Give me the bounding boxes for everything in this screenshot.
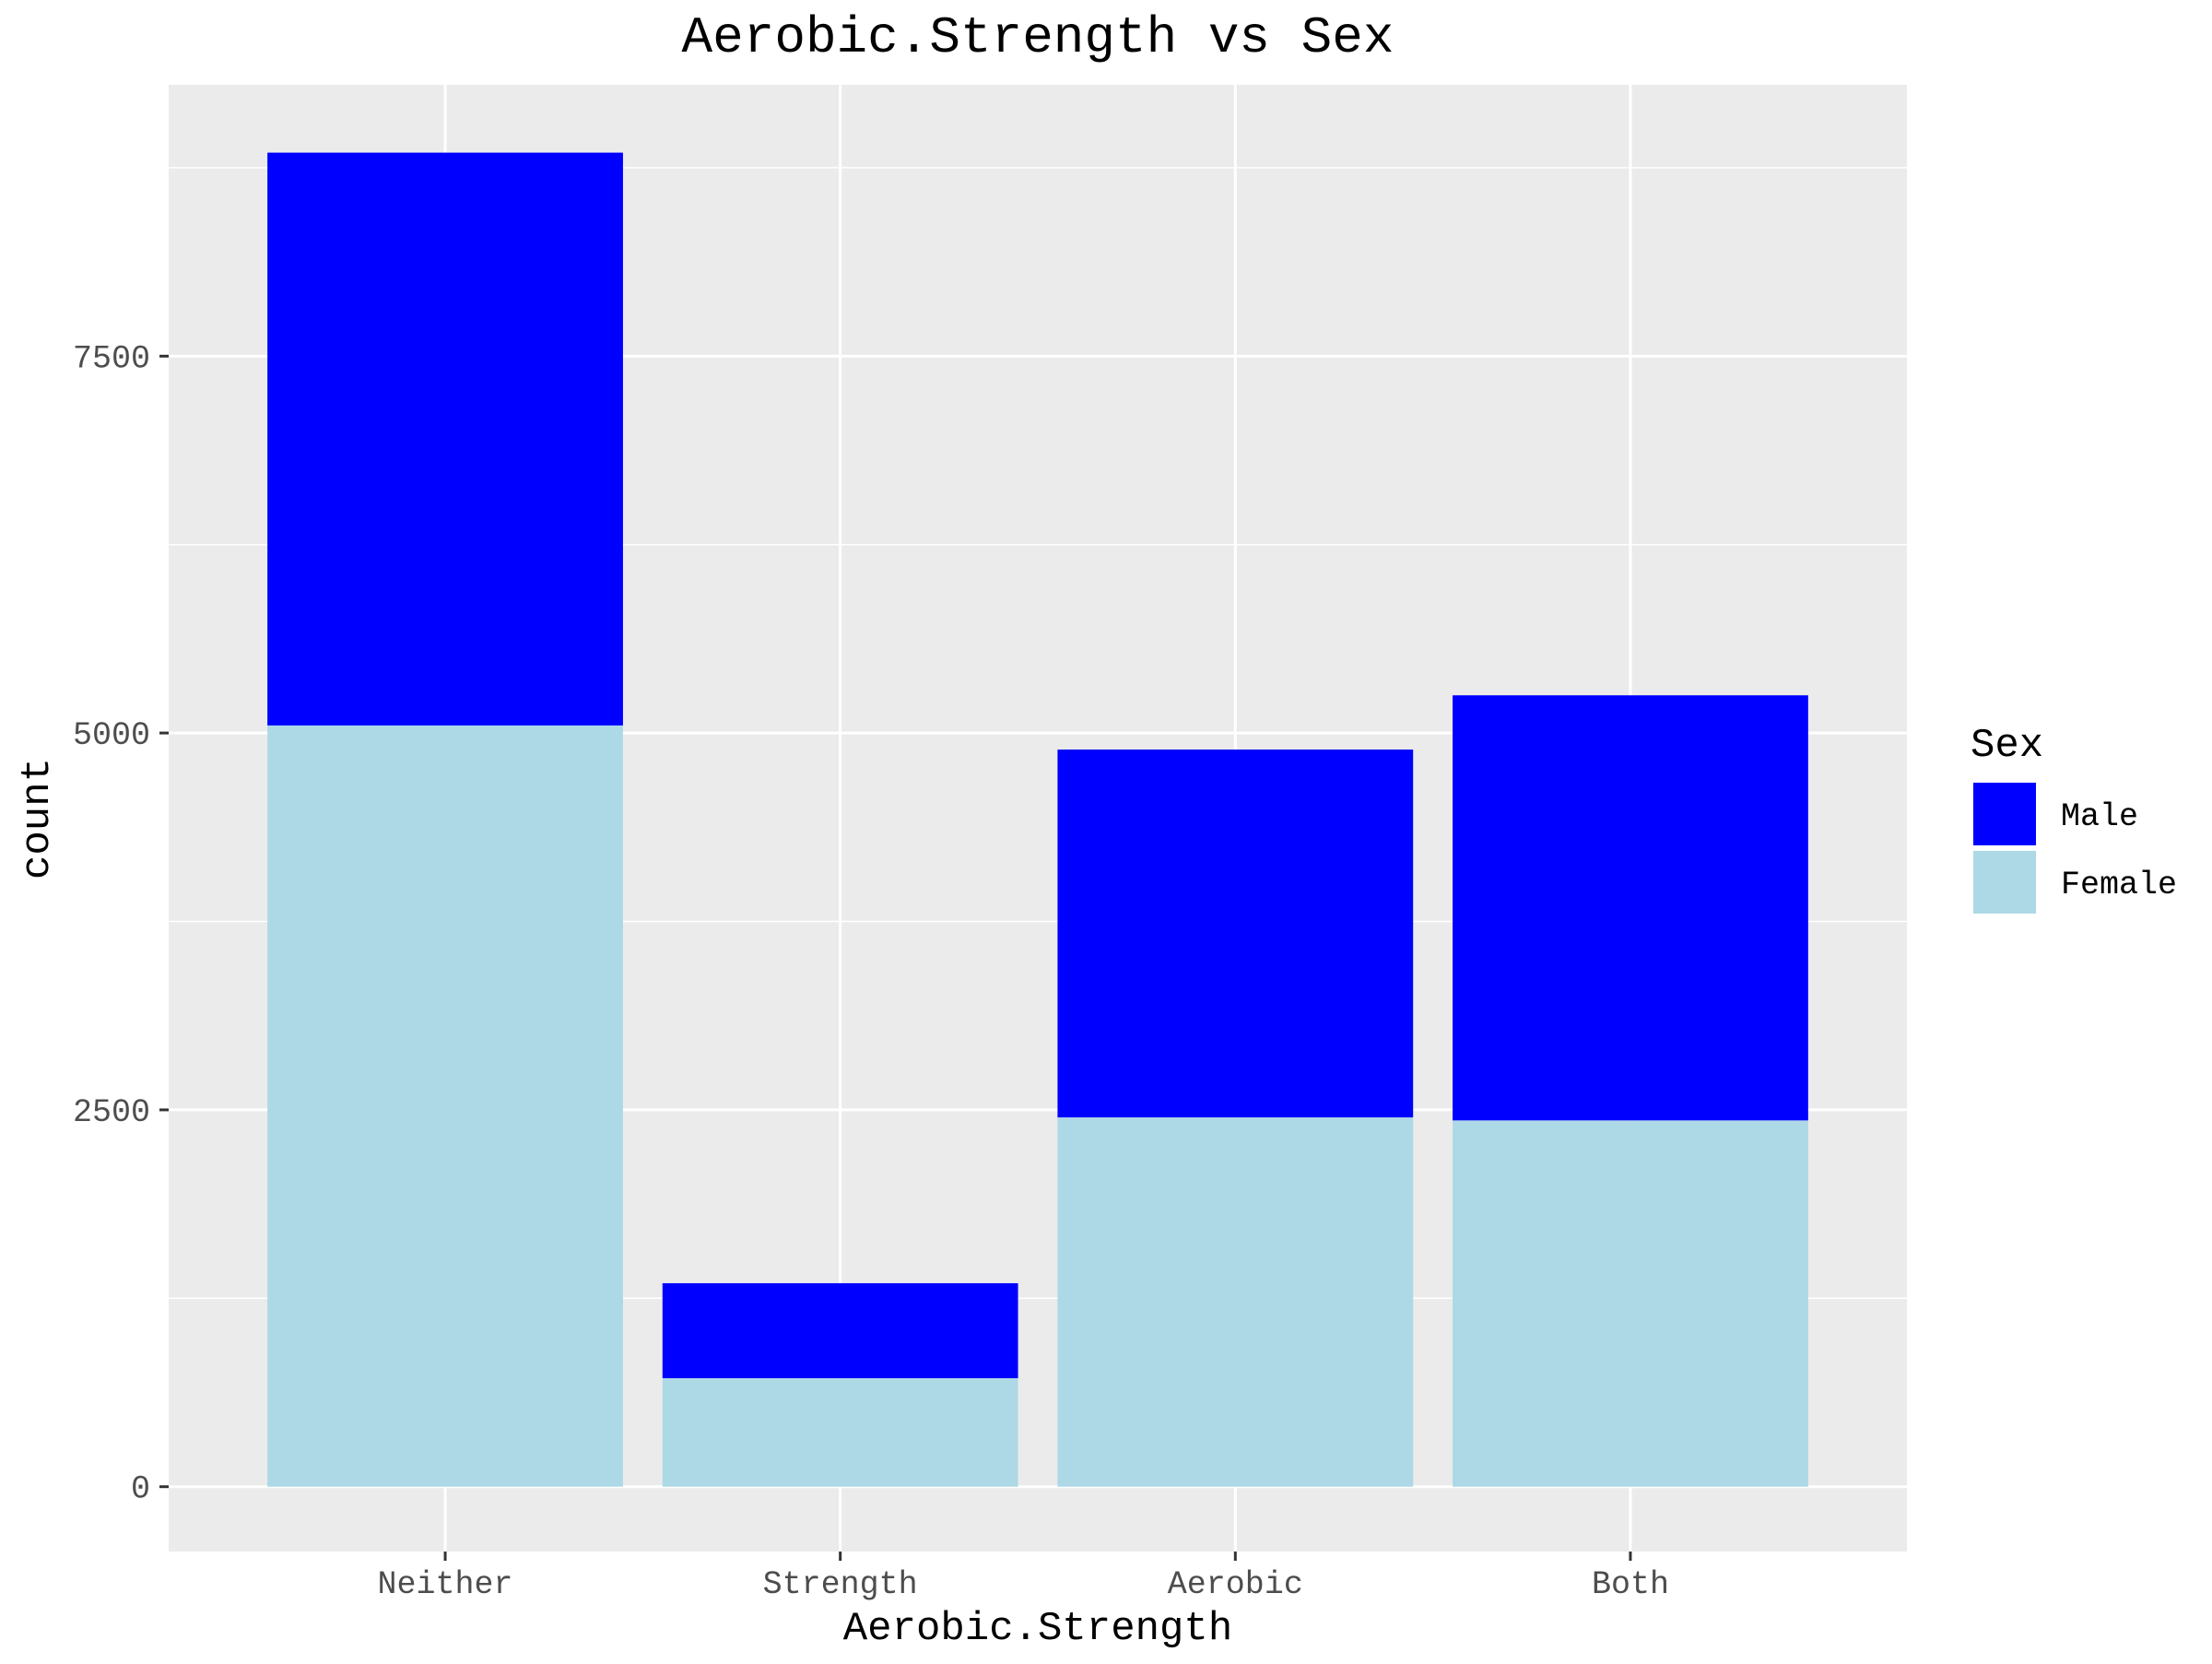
legend-key-female: [1971, 849, 2038, 915]
legend-label-male: Male: [2061, 798, 2138, 835]
legend-key-male: [1971, 781, 2038, 847]
bar-neither-female: [267, 725, 623, 1487]
bars-group: [267, 152, 1808, 1487]
y-tick-label-0: 0: [131, 1471, 150, 1508]
bar-aerobic-male: [1057, 749, 1414, 1118]
legend: Sex Male Female: [1971, 723, 2177, 915]
y-axis-title: count: [15, 758, 61, 879]
y-axis: 0 2500 5000 7500: [73, 340, 169, 1508]
chart-title: Aerobic.Strength vs Sex: [682, 8, 1394, 67]
y-tick-label-3: 7500: [73, 340, 150, 377]
bar-strength-female: [662, 1377, 1018, 1487]
bar-strength-male: [662, 1282, 1018, 1378]
bar-aerobic-female: [1057, 1117, 1414, 1487]
x-tick-label-both: Both: [1592, 1566, 1669, 1603]
x-axis-title: Aerobic.Strength: [843, 1606, 1232, 1652]
legend-title: Sex: [1971, 723, 2043, 769]
legend-label-female: Female: [2061, 867, 2177, 903]
x-tick-label-aerobic: Aerobic: [1168, 1566, 1303, 1603]
x-axis: Neither Strength Aerobic Both: [378, 1552, 1669, 1603]
x-tick-label-neither: Neither: [378, 1566, 513, 1603]
bar-both-female: [1453, 1120, 1808, 1487]
bar-both-male: [1453, 695, 1808, 1121]
y-tick-label-2: 5000: [73, 717, 150, 754]
bar-neither-male: [267, 152, 623, 726]
x-tick-label-strength: Strength: [763, 1566, 918, 1603]
y-tick-label-1: 2500: [73, 1094, 150, 1131]
